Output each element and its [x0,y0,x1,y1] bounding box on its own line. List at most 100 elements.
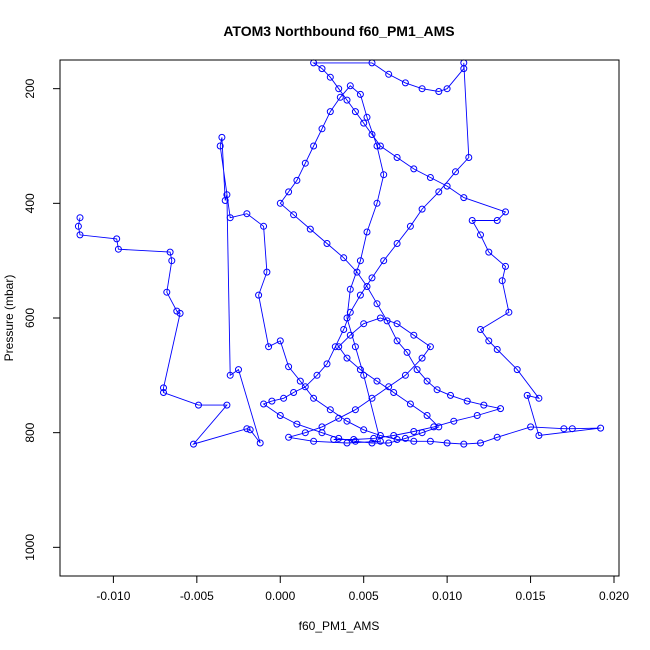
data-point [346,331,354,339]
data-point [360,371,368,379]
data-point [418,429,426,437]
data-point [380,257,388,265]
data-point [435,188,443,196]
data-point [383,317,391,325]
data-point [560,425,568,433]
data-point [497,405,504,413]
data-point [163,288,171,296]
data-point [390,432,398,439]
data-point [373,377,381,385]
x-tick-label: 0.000 [265,589,295,603]
data-point [276,199,284,207]
data-point [285,188,293,196]
data-point [293,176,301,184]
data-point [335,343,343,351]
data-point [310,142,318,150]
data-point [376,437,384,445]
series-line [77,62,601,445]
data-point [390,389,398,396]
data-point [463,397,471,405]
data-point [318,423,326,431]
data-point [368,274,376,282]
data-point [418,85,426,93]
data-point [423,377,431,385]
data-point [218,133,226,141]
data-point [401,371,409,379]
data-point [485,248,493,256]
y-tick-label: 400 [23,193,37,213]
data-point [373,142,381,150]
data-point [176,309,184,317]
data-point [226,371,234,379]
data-point [403,348,411,356]
data-point [393,320,401,328]
plot-area [74,59,605,448]
data-point [443,182,451,190]
y-axis: 200 400 600 800 1000 [23,78,61,561]
data-point [465,154,473,161]
data-point [430,423,438,431]
data-point [74,222,82,230]
data-point [276,412,284,419]
data-point [452,168,459,176]
data-point [473,412,481,419]
data-point [268,397,276,405]
data-point [368,394,376,402]
data-point [343,417,351,425]
data-point [331,343,339,351]
data-point [114,245,122,253]
data-point [426,437,434,445]
data-point [401,79,409,87]
data-point [410,437,418,445]
data-point [301,383,309,391]
data-point [356,257,364,265]
data-point [376,142,384,150]
data-point [527,423,535,431]
data-point [568,425,576,433]
data-point [477,326,484,333]
data-point [296,377,304,385]
data-point [385,70,393,78]
data-point [370,434,378,442]
data-point [450,417,458,425]
data-point [418,205,426,213]
x-tick-label: -0.005 [180,589,214,603]
data-point [243,210,251,218]
data-point [505,308,513,316]
data-point [393,337,401,345]
data-point [346,285,354,293]
data-point [313,371,321,379]
data-point [393,240,401,247]
y-axis-label: Pressure (mbar) [2,275,16,362]
series-group [74,59,605,448]
data-point [310,437,318,445]
data-point [393,154,401,161]
data-point [301,429,309,437]
data-point [335,434,343,442]
data-point [318,65,326,73]
data-point [385,383,393,391]
data-point [326,108,334,116]
data-point [460,440,468,448]
data-point [413,366,421,374]
data-point [335,85,343,93]
data-point [368,439,376,447]
data-point [290,389,298,396]
data-point [477,439,484,447]
data-point [480,401,488,409]
data-point [346,308,354,316]
data-point [435,88,443,95]
data-point [285,433,293,441]
data-point [293,420,301,428]
data-point [350,436,358,443]
x-tick-label: 0.010 [432,589,462,603]
data-point [221,197,229,204]
data-point [447,391,454,399]
data-point [406,400,414,408]
chart-title: ATOM3 Northbound f60_PM1_AMS [223,23,454,39]
data-point [285,363,293,371]
data-point [351,437,359,445]
data-point [401,434,409,442]
data-point [410,165,418,173]
